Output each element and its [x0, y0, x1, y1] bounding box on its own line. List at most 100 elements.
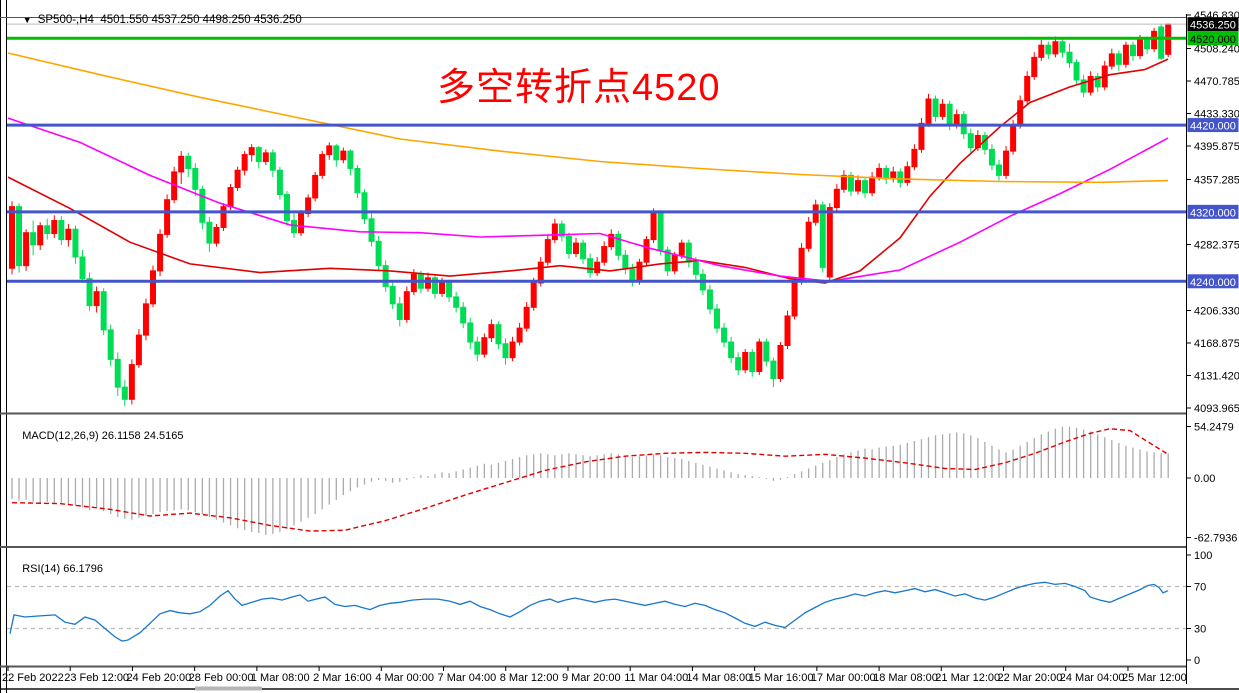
symbol-dropdown-icon[interactable]: ▼: [22, 15, 32, 25]
ohlc-values-label: 4501.550 4537.250 4498.250 4536.250: [100, 14, 302, 26]
candle: [573, 242, 579, 255]
candle: [643, 239, 650, 263]
candle: [735, 357, 742, 371]
candle: [904, 166, 911, 183]
candle: [523, 306, 530, 329]
candle: [692, 261, 699, 275]
candle: [1144, 39, 1151, 50]
current-price-badge: 4536.250: [1187, 17, 1239, 32]
candle: [396, 303, 403, 320]
candle: [100, 291, 107, 331]
candle: [30, 232, 37, 246]
candle: [79, 256, 86, 280]
candle: [925, 98, 932, 124]
candle: [1108, 53, 1115, 67]
candle: [805, 221, 812, 249]
rsi-indicator-label: RSI(14) 66.1796: [10, 551, 103, 587]
candle: [558, 223, 565, 237]
svg-text:2 Mar 16:00: 2 Mar 16:00: [313, 672, 372, 684]
candle: [410, 273, 417, 293]
horizontal-level-lines[interactable]: [7, 36, 1186, 283]
candle: [283, 193, 290, 222]
candle: [291, 220, 297, 234]
candle: [1080, 79, 1087, 93]
svg-text:28 Feb 00:00: 28 Feb 00:00: [189, 672, 254, 684]
chart-text-annotation[interactable]: 多空转折点4520: [437, 67, 721, 109]
rsi-value: 66.1796: [63, 563, 103, 575]
candle: [23, 232, 30, 267]
candle: [826, 207, 833, 278]
candle: [432, 277, 438, 294]
svg-text:15 Mar 16:00: 15 Mar 16:00: [749, 672, 814, 684]
candle: [460, 306, 467, 324]
candle: [847, 174, 854, 192]
svg-text:24 Feb 20:00: 24 Feb 20:00: [126, 672, 191, 684]
svg-text:24 Mar 04:00: 24 Mar 04:00: [1060, 672, 1125, 684]
candles-layer[interactable]: [9, 23, 1172, 407]
candle: [361, 192, 368, 220]
svg-text:14 Mar 08:00: 14 Mar 08:00: [686, 672, 751, 684]
candle: [1129, 44, 1136, 57]
candle: [988, 148, 995, 166]
svg-text:4536.250: 4536.250: [1190, 20, 1236, 32]
candle: [911, 148, 918, 168]
svg-text:4395.875: 4395.875: [1194, 141, 1239, 153]
candle: [213, 226, 220, 244]
candle: [58, 220, 65, 241]
macd-values: 26.1158 24.5165: [101, 430, 184, 442]
svg-text:4240.000: 4240.000: [1190, 277, 1236, 289]
candle: [93, 291, 100, 307]
ma-fast-red-line[interactable]: [7, 58, 1169, 284]
candle: [1115, 53, 1122, 65]
candle: [114, 358, 121, 388]
candle: [340, 150, 347, 161]
candle: [918, 122, 925, 150]
ma-slow-orange-line[interactable]: [7, 52, 1169, 184]
ma-mid-magenta-line[interactable]: [7, 117, 1169, 283]
svg-text:30: 30: [1194, 624, 1206, 636]
svg-text:4470.785: 4470.785: [1194, 76, 1239, 88]
svg-text:100: 100: [1194, 550, 1212, 562]
svg-text:23 Feb 12:00: 23 Feb 12:00: [64, 672, 129, 684]
candle: [164, 199, 171, 235]
candle: [763, 341, 770, 362]
candle: [1059, 41, 1066, 53]
candle: [714, 308, 720, 329]
candle: [1010, 124, 1017, 152]
macd-indicator-label: MACD(12,26,9) 26.1158 24.5165: [10, 418, 183, 454]
candle: [622, 254, 629, 270]
candle: [1038, 44, 1045, 58]
candle: [544, 239, 551, 263]
candle: [706, 289, 713, 310]
candle: [650, 211, 657, 241]
candle: [862, 180, 869, 194]
svg-text:-62.7936: -62.7936: [1194, 533, 1237, 545]
scrollbar-thumb[interactable]: [195, 686, 262, 691]
candle: [509, 341, 516, 359]
candle: [446, 282, 453, 298]
candle: [996, 164, 1002, 176]
horizontal-scrollbar[interactable]: [0, 686, 1239, 691]
rsi-axis: 100 70 30 0: [1186, 550, 1212, 667]
svg-text:4508.240: 4508.240: [1194, 43, 1239, 55]
price-badge: [1187, 204, 1239, 219]
candle: [488, 324, 495, 339]
candle: [770, 360, 777, 379]
candle: [135, 334, 142, 366]
candle: [16, 206, 23, 267]
svg-text:4131.420: 4131.420: [1194, 371, 1239, 383]
candle: [608, 233, 615, 248]
candle: [967, 133, 974, 149]
candle: [382, 265, 389, 287]
rsi-level-lines: [7, 585, 1186, 630]
candle: [121, 386, 128, 400]
candle: [403, 291, 410, 320]
candle: [495, 324, 502, 345]
candle: [107, 329, 114, 360]
candle: [749, 351, 756, 373]
candle: [453, 296, 460, 308]
candle: [86, 278, 93, 307]
candle: [368, 218, 375, 242]
candle: [664, 249, 671, 272]
